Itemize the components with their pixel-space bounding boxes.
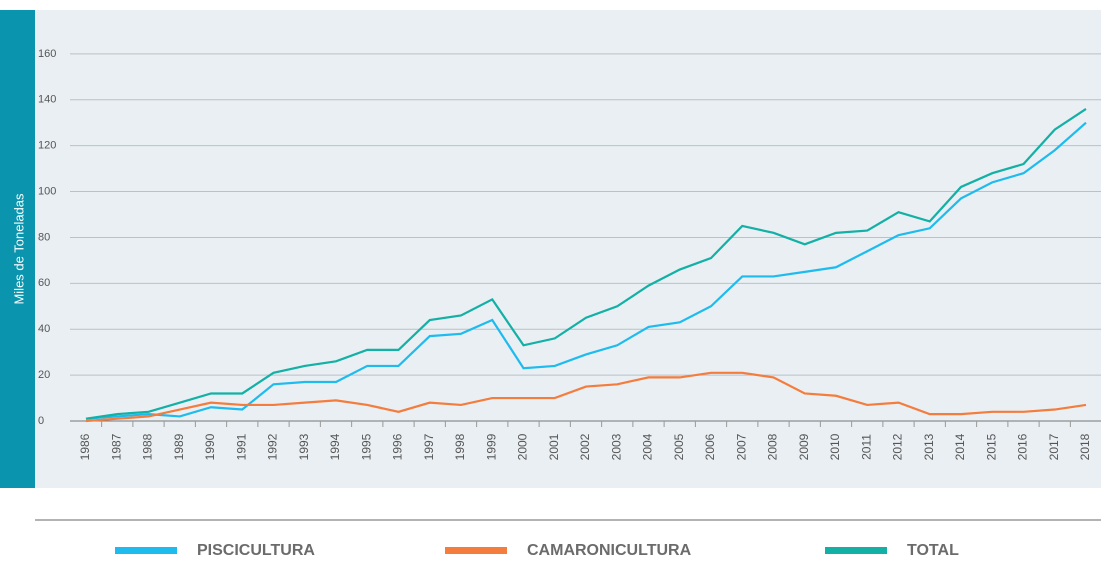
x-tick-label: 2005 bbox=[672, 433, 686, 460]
x-tick-label: 2004 bbox=[641, 433, 655, 460]
legend-swatch bbox=[115, 547, 177, 554]
legend-label: TOTAL bbox=[907, 542, 959, 559]
y-tick-label: 80 bbox=[38, 231, 50, 243]
x-tick-label: 2002 bbox=[578, 433, 592, 460]
x-tick-label: 1996 bbox=[391, 433, 405, 460]
line-series bbox=[85, 108, 1087, 420]
legend-label: PISCICULTURA bbox=[197, 542, 315, 559]
x-tick-label: 2003 bbox=[609, 433, 623, 460]
x-tick-label: 2012 bbox=[891, 433, 905, 460]
x-tick-label: 1992 bbox=[266, 433, 280, 460]
y-tick-label: 20 bbox=[38, 369, 50, 381]
y-tick-label: 100 bbox=[38, 185, 56, 197]
x-tick-label: 1989 bbox=[172, 433, 186, 460]
x-tick-label: 1988 bbox=[141, 433, 155, 460]
legend-swatch bbox=[825, 547, 887, 554]
y-axis-label: Miles de Toneladas bbox=[11, 193, 26, 305]
y-tick-label: 160 bbox=[38, 48, 56, 60]
x-tick-label: 2001 bbox=[547, 433, 561, 460]
x-tick-label: 2009 bbox=[797, 433, 811, 460]
x-tick-label: 1990 bbox=[203, 433, 217, 460]
x-tick-label: 2017 bbox=[1047, 433, 1061, 460]
x-tick-label: 1995 bbox=[359, 433, 373, 460]
x-tick-label: 2013 bbox=[922, 433, 936, 460]
x-tick-label: 2016 bbox=[1016, 433, 1030, 460]
x-tick-label: 1986 bbox=[78, 433, 92, 460]
axis-band bbox=[0, 10, 35, 488]
y-tick-label: 60 bbox=[38, 277, 50, 289]
x-tick-label: 2018 bbox=[1078, 433, 1092, 460]
x-tick-label: 2006 bbox=[703, 433, 717, 460]
x-tick-label: 1987 bbox=[109, 433, 123, 460]
y-tick-label: 140 bbox=[38, 94, 56, 106]
y-tick-label: 40 bbox=[38, 323, 50, 335]
x-tick-label: 2014 bbox=[953, 433, 967, 460]
x-tick-label: 1991 bbox=[234, 433, 248, 460]
x-tick-label: 1997 bbox=[422, 433, 436, 460]
y-tick-label: 120 bbox=[38, 140, 56, 152]
x-tick-label: 2000 bbox=[516, 433, 530, 460]
y-tick-label: 0 bbox=[38, 415, 44, 427]
legend-label: CAMARONICULTURA bbox=[527, 542, 692, 559]
x-tick-label: 2007 bbox=[734, 433, 748, 460]
x-tick-label: 1994 bbox=[328, 433, 342, 460]
line-series bbox=[85, 121, 1087, 420]
x-tick-label: 2008 bbox=[766, 433, 780, 460]
x-tick-label: 2010 bbox=[828, 433, 842, 460]
x-tick-label: 2015 bbox=[984, 433, 998, 460]
line-series bbox=[85, 371, 1087, 423]
legend-swatch bbox=[445, 547, 507, 554]
x-tick-label: 2011 bbox=[859, 434, 873, 460]
x-tick-label: 1999 bbox=[484, 433, 498, 460]
plot-background bbox=[35, 10, 1101, 488]
x-tick-label: 1998 bbox=[453, 433, 467, 460]
x-tick-label: 1993 bbox=[297, 433, 311, 460]
